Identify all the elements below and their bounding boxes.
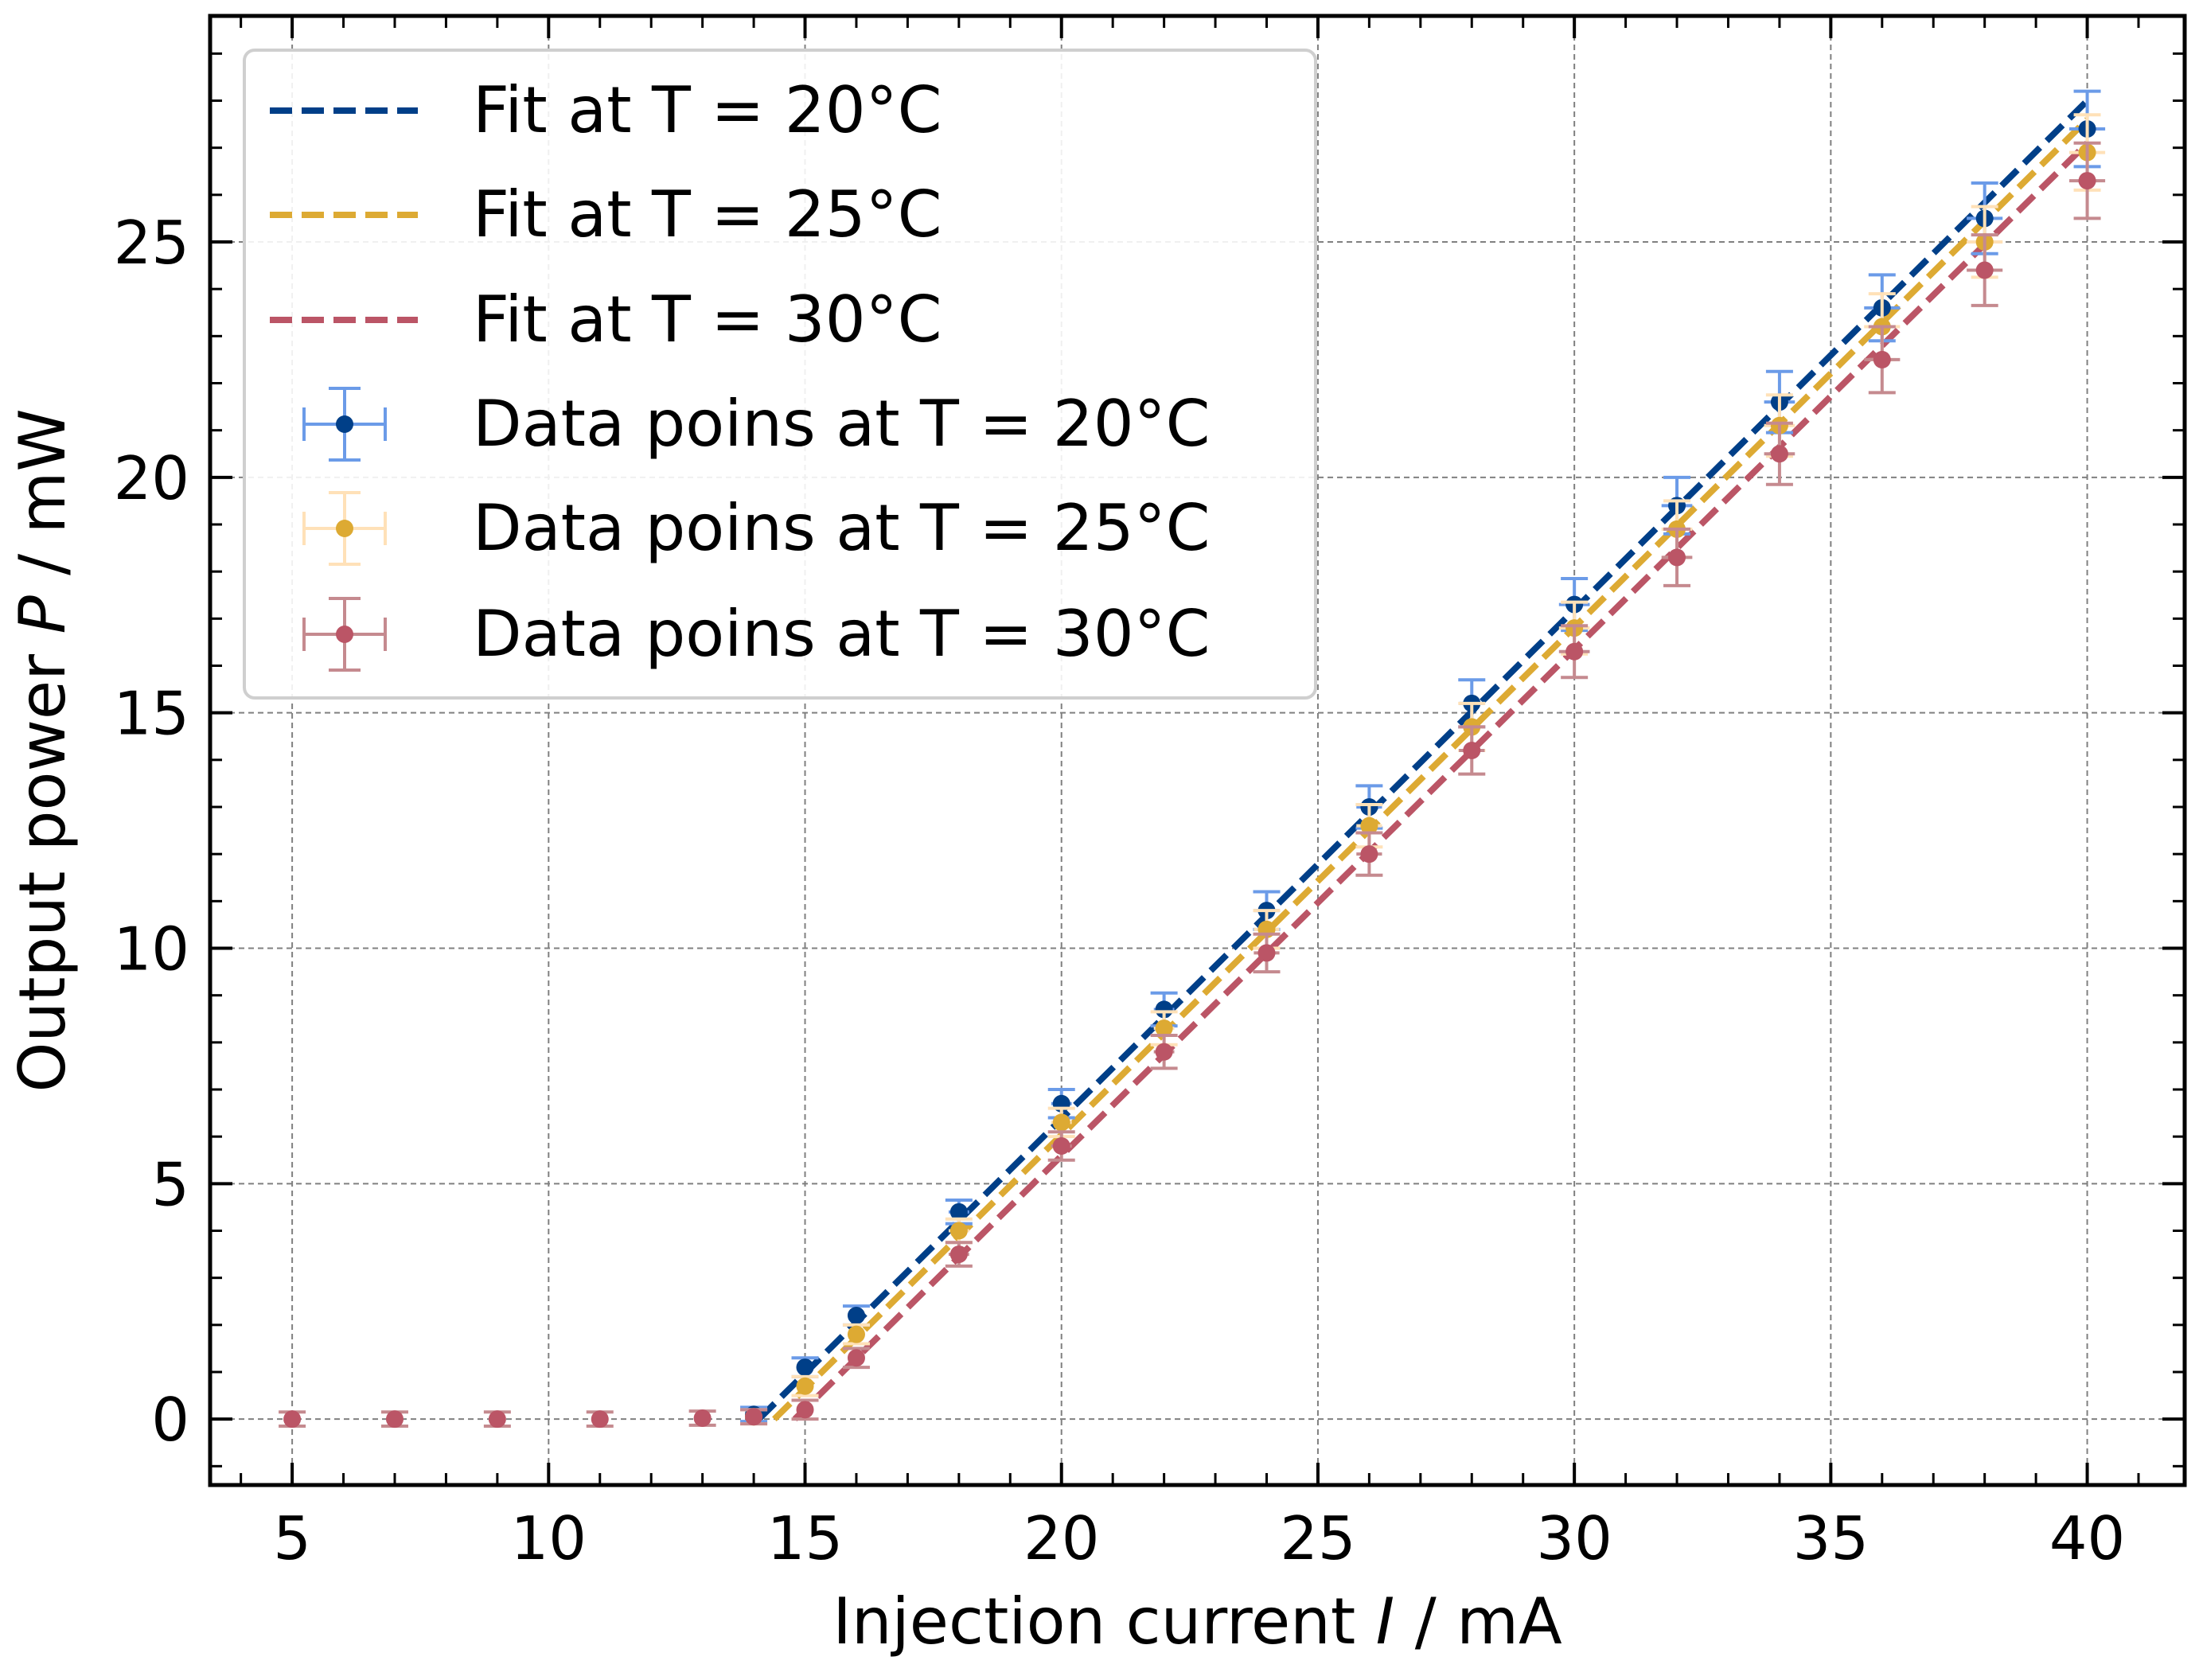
legend-data-marker-2 xyxy=(336,626,353,643)
plot-frame xyxy=(208,14,2187,1487)
data-marker xyxy=(1770,445,1788,463)
data-marker xyxy=(1257,944,1276,962)
x-tick-label: 10 xyxy=(511,1503,587,1573)
fit-line-1 xyxy=(772,117,2090,1422)
x-tick-label: 30 xyxy=(1536,1503,1612,1573)
data-marker xyxy=(1360,845,1378,863)
fit-line-2 xyxy=(792,140,2090,1422)
data-marker xyxy=(1360,817,1378,835)
x-axis-title: Injection current I / mA xyxy=(832,1585,1562,1659)
data-point-2 xyxy=(1150,1033,1178,1070)
fit-line-0 xyxy=(756,98,2090,1422)
data-marker xyxy=(385,1410,404,1429)
data-point-2 xyxy=(1864,325,1901,395)
data-point-2 xyxy=(1967,233,2003,307)
data-point-2 xyxy=(688,1409,716,1427)
data-marker xyxy=(693,1409,712,1427)
legend-fit-label-2: Fit at T = 30°C xyxy=(473,283,942,357)
data-point-2 xyxy=(1661,527,1693,587)
y-axis-title-prefix: Output power xyxy=(6,634,80,1093)
y-axis-title-symbol: P xyxy=(6,595,80,634)
data-marker xyxy=(796,1401,814,1419)
y-axis-title: Output power P / mW xyxy=(6,408,80,1092)
y-tick-label: 10 xyxy=(114,914,189,984)
x-axis-title-prefix: Injection current xyxy=(832,1585,1375,1659)
y-tick-label: 0 xyxy=(151,1385,189,1455)
legend-data-label-2: Data poins at T = 30°C xyxy=(473,597,1210,671)
data-point-2 xyxy=(842,1347,870,1370)
data-point-2 xyxy=(1253,932,1281,974)
grid-layer xyxy=(210,16,2185,1485)
data-point-2 xyxy=(791,1398,819,1421)
data-point-2 xyxy=(279,1410,306,1429)
data-point-2 xyxy=(1764,421,1795,486)
legend-box xyxy=(243,49,1317,700)
data-marker xyxy=(283,1410,302,1429)
data-points xyxy=(279,89,2106,1429)
data-marker xyxy=(1873,350,1891,368)
y-axis-title-suffix: / mW xyxy=(6,408,80,595)
data-marker xyxy=(847,1307,865,1324)
data-point-2 xyxy=(1047,1130,1075,1162)
y-tick-label: 20 xyxy=(114,443,189,513)
x-tick-label: 20 xyxy=(1023,1503,1099,1573)
data-marker xyxy=(796,1358,814,1377)
data-marker xyxy=(847,1325,865,1343)
axis-ticks xyxy=(210,16,2185,1485)
y-tick-label: 5 xyxy=(151,1149,189,1219)
data-marker xyxy=(1155,1000,1173,1019)
data-point-0 xyxy=(945,1199,973,1226)
data-marker xyxy=(949,1222,968,1240)
legend-data-label-0: Data poins at T = 20°C xyxy=(473,387,1210,461)
x-tick-label: 25 xyxy=(1280,1503,1355,1573)
data-marker xyxy=(1052,1137,1070,1155)
x-tick-label: 35 xyxy=(1793,1503,1869,1573)
x-axis-title-suffix: / mA xyxy=(1394,1585,1562,1659)
data-marker xyxy=(796,1377,814,1395)
data-marker xyxy=(591,1410,609,1429)
legend-data-marker-0 xyxy=(336,415,353,433)
data-point-2 xyxy=(945,1241,973,1268)
legend-data-marker-1 xyxy=(336,520,353,537)
data-marker xyxy=(1975,261,1994,279)
data-marker xyxy=(1668,548,1686,567)
x-tick-label: 5 xyxy=(273,1503,311,1573)
data-point-2 xyxy=(483,1410,511,1429)
data-point-2 xyxy=(1558,624,1590,680)
data-point-1 xyxy=(791,1374,819,1397)
legend-fit-label-0: Fit at T = 20°C xyxy=(473,73,942,147)
fit-lines xyxy=(756,98,2090,1422)
data-point-2 xyxy=(380,1410,408,1429)
data-point-2 xyxy=(1355,831,1383,877)
legend: Fit at T = 20°C Fit at T = 25°C Fit at T =… xyxy=(243,49,1317,700)
data-point-2 xyxy=(1458,725,1486,776)
data-marker xyxy=(949,1245,968,1264)
tick-labels: 5 10 15 20 25 30 35 40 0 5 10 15 20 25 xyxy=(114,208,2126,1573)
data-marker xyxy=(1463,742,1481,759)
data-marker xyxy=(847,1349,865,1367)
data-point-1 xyxy=(1150,1010,1178,1047)
data-marker xyxy=(2078,172,2096,190)
data-marker xyxy=(488,1410,506,1429)
x-axis-title-symbol: I xyxy=(1376,1585,1395,1659)
x-tick-label: 15 xyxy=(767,1503,843,1573)
data-point-1 xyxy=(1047,1106,1075,1139)
legend-fit-label-1: Fit at T = 25°C xyxy=(473,177,942,251)
data-point-2 xyxy=(586,1410,614,1429)
data-marker xyxy=(949,1203,968,1221)
legend-data-label-1: Data poins at T = 25°C xyxy=(473,491,1210,565)
x-tick-label: 40 xyxy=(2049,1503,2125,1573)
data-point-2 xyxy=(740,1408,768,1426)
data-marker xyxy=(1052,1113,1070,1132)
y-tick-label: 15 xyxy=(114,679,189,749)
data-marker xyxy=(1155,1043,1173,1061)
data-marker xyxy=(745,1408,763,1426)
y-tick-label: 25 xyxy=(114,208,189,278)
data-marker xyxy=(1155,1019,1173,1038)
data-marker xyxy=(1565,642,1584,661)
data-point-1 xyxy=(842,1323,870,1346)
data-point-2 xyxy=(2069,141,2106,220)
